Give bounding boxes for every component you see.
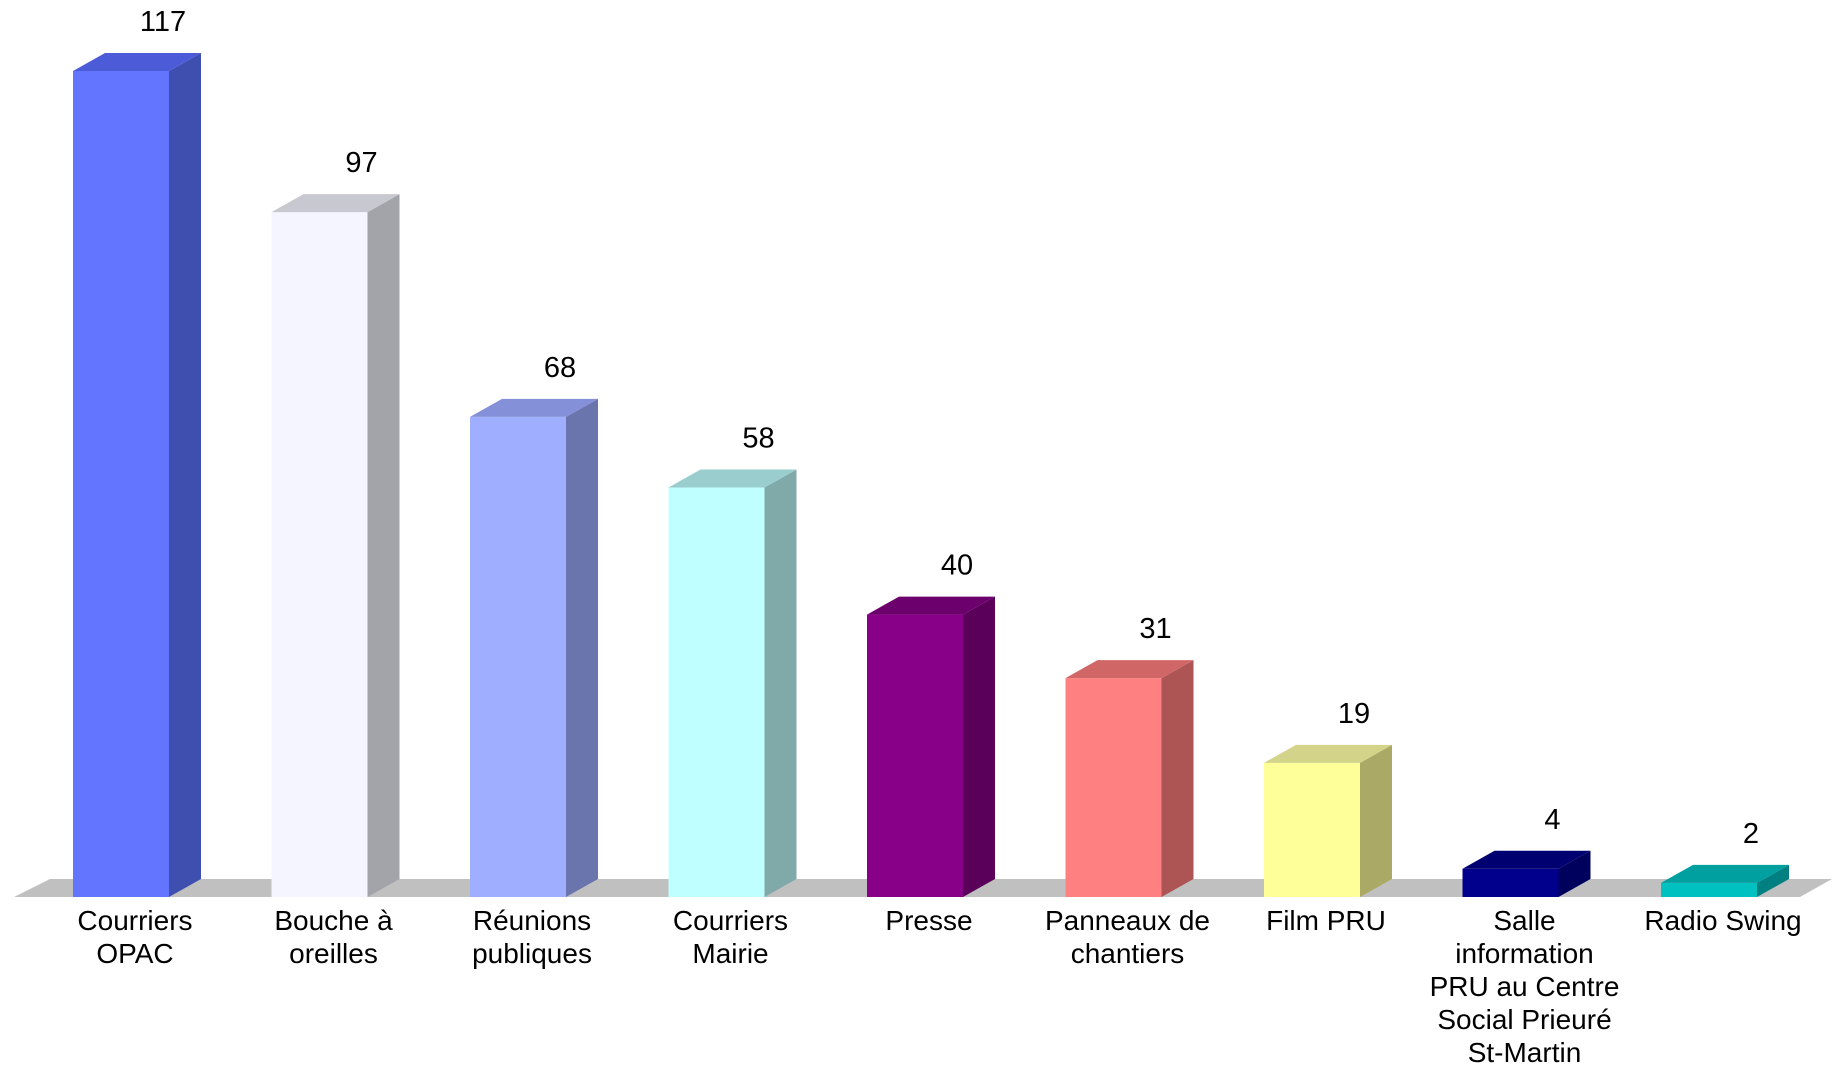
bar [1462, 850, 1591, 897]
bar [470, 398, 598, 897]
bar-side [1161, 660, 1194, 897]
bar-top [1462, 850, 1591, 869]
bar-value-label: 4 [1544, 804, 1560, 836]
bar-front [867, 614, 963, 897]
bar-value-label: 40 [941, 550, 973, 582]
bar-front [1264, 762, 1360, 897]
bar-top [470, 398, 598, 417]
bars-layer [73, 52, 1789, 898]
bar [1264, 744, 1392, 897]
category-label: Courriers OPAC [77, 905, 192, 969]
bar-top [867, 596, 995, 615]
bar-side [1558, 850, 1591, 897]
category-label: Presse [885, 905, 972, 936]
bar-front [271, 212, 368, 897]
bar-top [1661, 864, 1789, 883]
bar [867, 596, 995, 897]
bar-front [470, 416, 566, 897]
bar [271, 194, 400, 897]
bar-value-label: 58 [742, 423, 774, 455]
category-label: Courriers Mairie [673, 905, 788, 969]
bar-front [73, 70, 169, 898]
category-label: Radio Swing [1644, 905, 1801, 936]
bar-value-label: 19 [1338, 698, 1370, 730]
category-label: Bouche à oreilles [274, 905, 393, 969]
category-labels-layer: Courriers OPAC Bouche à oreilles Réunions pub… [77, 905, 1801, 1068]
bar-top [73, 52, 201, 71]
category-label: Réunions publiques [472, 905, 592, 969]
bar-side [367, 194, 400, 897]
category-label: Film PRU [1266, 905, 1386, 936]
bar-top [668, 469, 797, 488]
value-labels-layer: 117 97 68 58 40 31 19 4 2 [140, 6, 1759, 850]
bar-front [1661, 882, 1757, 897]
bar-front [668, 487, 765, 897]
bar-top [1065, 660, 1194, 679]
bar-side [566, 398, 598, 897]
bar-side [1360, 744, 1392, 897]
bar-value-label: 68 [544, 352, 576, 384]
bar-value-label: 97 [345, 147, 377, 179]
bar [668, 469, 797, 897]
bar-side [169, 52, 201, 898]
bar-side [1757, 864, 1789, 897]
bar-value-label: 2 [1743, 818, 1759, 850]
bar-top [1264, 744, 1392, 763]
bar-top [271, 194, 400, 213]
bar [73, 52, 201, 898]
bar-value-label: 31 [1139, 613, 1171, 645]
category-label: Salle information PRU au Centre Social Prie… [1430, 905, 1620, 1067]
bar-side [764, 469, 797, 897]
bar-side [963, 596, 995, 897]
category-label: Panneaux de chantiers [1045, 905, 1210, 969]
bar-value-label: 117 [140, 6, 186, 38]
bar-front [1462, 868, 1559, 897]
bar-front [1065, 678, 1162, 897]
bar [1661, 864, 1789, 897]
bar [1065, 660, 1194, 897]
